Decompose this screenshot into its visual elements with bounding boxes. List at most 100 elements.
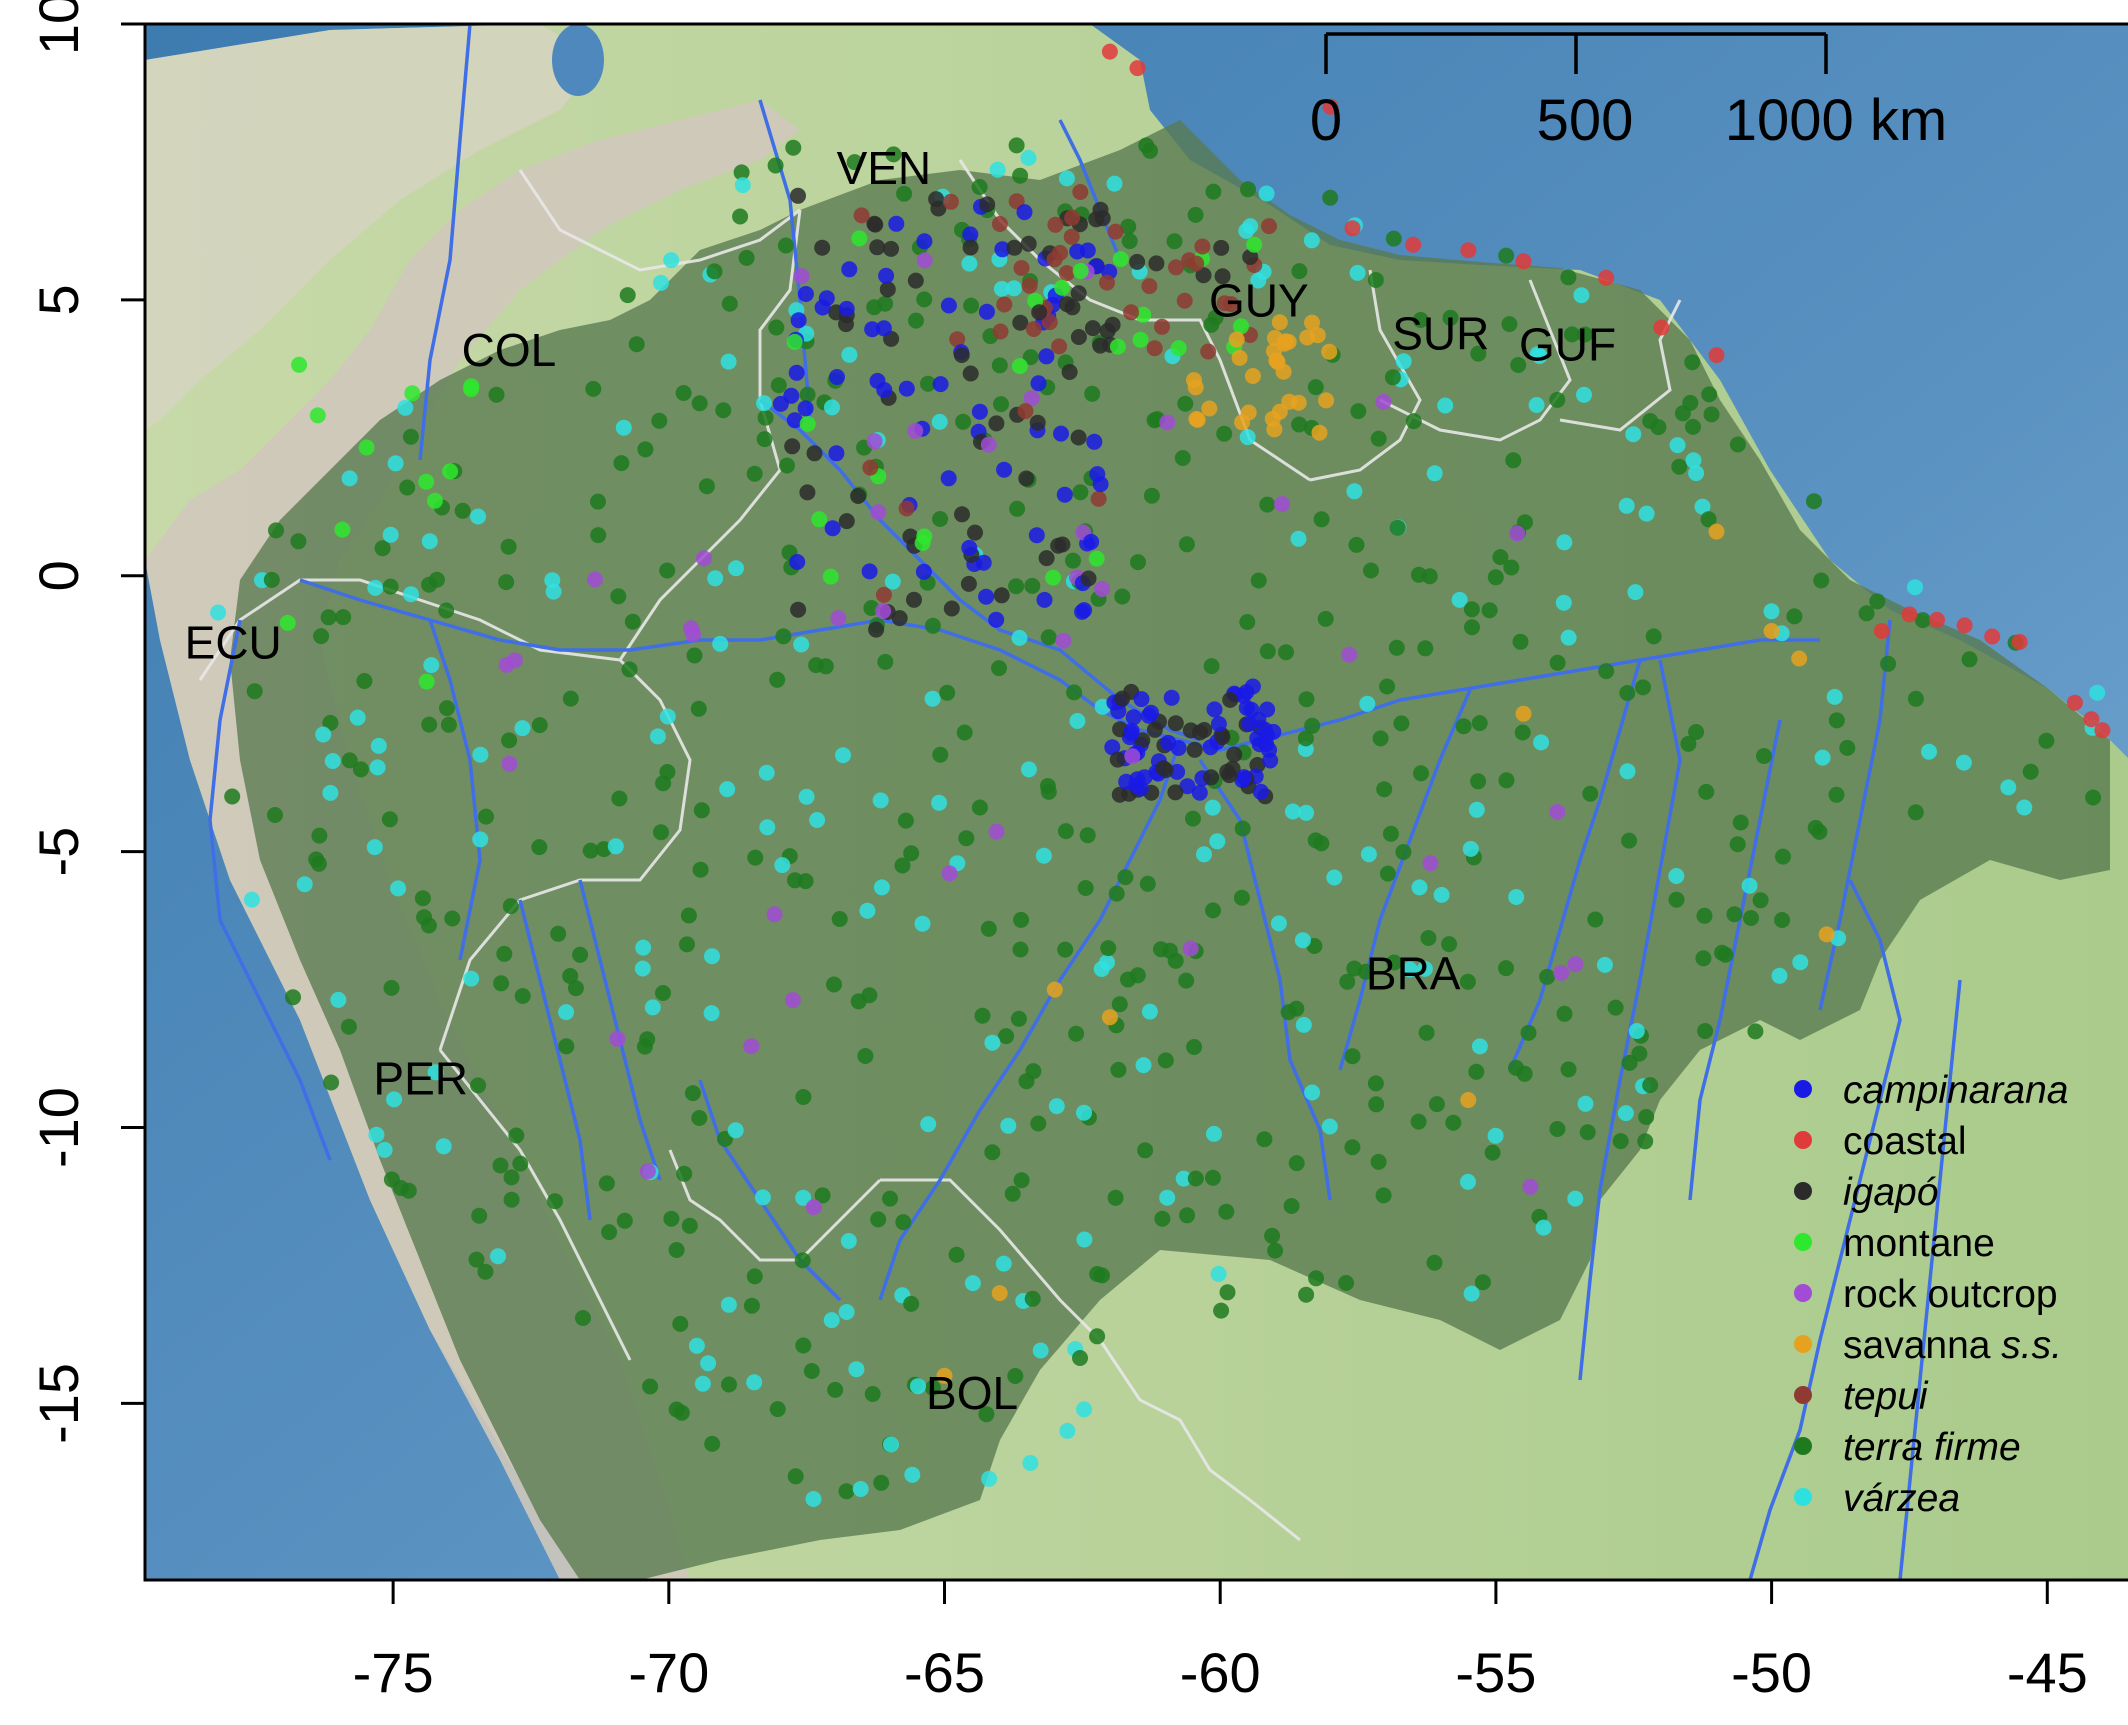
occurrence-point [1322, 98, 1339, 115]
occurrence-point [1515, 705, 1532, 722]
country-label-guf: GUF [1519, 319, 1616, 371]
occurrence-point [756, 395, 772, 412]
occurrence-point [1222, 691, 1239, 708]
occurrence-point [851, 230, 868, 247]
occurrence-point [1481, 602, 1498, 619]
occurrence-point [991, 216, 1008, 232]
occurrence-point [996, 461, 1013, 478]
occurrence-point [440, 716, 457, 733]
occurrence-point [1638, 505, 1655, 522]
occurrence-point [1441, 936, 1458, 953]
occurrence-point [980, 920, 997, 937]
occurrence-point [738, 249, 755, 266]
occurrence-point [1621, 1054, 1638, 1071]
occurrence-point [311, 827, 328, 844]
occurrence-point [797, 873, 814, 890]
occurrence-point [382, 578, 399, 595]
occurrence-point [1307, 379, 1324, 396]
occurrence-point [1012, 167, 1029, 184]
occurrence-point [1556, 1005, 1573, 1022]
occurrence-point [1395, 353, 1412, 370]
occurrence-point [1041, 314, 1058, 331]
occurrence-point [1094, 581, 1111, 597]
occurrence-point [1246, 236, 1263, 253]
occurrence-point [1101, 1009, 1118, 1026]
occurrence-point [971, 403, 988, 420]
occurrence-point [875, 586, 892, 603]
occurrence-point [463, 378, 480, 395]
occurrence-point [870, 504, 887, 521]
occurrence-point [746, 1268, 763, 1285]
occurrence-point [1004, 1185, 1021, 1202]
occurrence-point [728, 560, 744, 577]
occurrence-point [1079, 827, 1096, 844]
occurrence-point [1143, 487, 1160, 504]
occurrence-point [1357, 963, 1374, 980]
occurrence-point [1261, 218, 1277, 235]
occurrence-point [910, 1378, 926, 1395]
legend-swatch [1794, 1437, 1812, 1455]
occurrence-point [1451, 591, 1468, 608]
occurrence-point [743, 1297, 760, 1314]
occurrence-point [1031, 304, 1048, 321]
occurrence-point [1088, 211, 1105, 228]
occurrence-point [531, 717, 548, 734]
occurrence-point [1104, 316, 1121, 333]
occurrence-point [610, 588, 627, 605]
occurrence-point [743, 1038, 760, 1055]
y-tick-label: 5 [27, 284, 90, 315]
occurrence-point [838, 1483, 855, 1500]
occurrence-point [323, 1074, 340, 1091]
occurrence-point [785, 139, 802, 156]
occurrence-point [897, 812, 914, 829]
occurrence-point [1470, 345, 1487, 362]
occurrence-point [868, 621, 885, 638]
occurrence-point [1059, 296, 1076, 313]
occurrence-point [1814, 749, 1831, 766]
occurrence-point [993, 587, 1010, 604]
occurrence-point [879, 281, 896, 298]
occurrence-point [634, 960, 651, 977]
occurrence-point [1290, 530, 1307, 547]
occurrence-point [848, 1361, 865, 1378]
occurrence-point [1084, 320, 1101, 337]
occurrence-point [1625, 426, 1642, 443]
occurrence-point [1741, 877, 1758, 894]
occurrence-point [381, 811, 398, 828]
country-label-per: PER [373, 1052, 468, 1104]
occurrence-point [939, 684, 956, 701]
occurrence-point [1238, 222, 1255, 239]
occurrence-point [824, 520, 841, 537]
occurrence-point [777, 237, 794, 254]
occurrence-point [1125, 709, 1142, 726]
occurrence-point [435, 1138, 452, 1155]
occurrence-point [932, 746, 949, 763]
occurrence-point [916, 233, 933, 250]
occurrence-point [841, 261, 858, 278]
occurrence-point [1696, 907, 1713, 924]
occurrence-point [992, 323, 1009, 340]
occurrence-point [468, 1251, 485, 1268]
occurrence-point [267, 807, 283, 823]
occurrence-point [1517, 514, 1533, 531]
occurrence-point [1069, 713, 1086, 729]
occurrence-point [675, 385, 692, 401]
occurrence-point [386, 1091, 403, 1108]
occurrence-point [706, 263, 723, 280]
occurrence-point [1726, 906, 1743, 923]
occurrence-point [1379, 678, 1396, 695]
occurrence-point [684, 1085, 701, 1102]
occurrence-point [1763, 603, 1780, 620]
country-label-sur: SUR [1392, 308, 1489, 360]
occurrence-point [1956, 617, 1973, 634]
occurrence-point [1159, 1189, 1176, 1206]
occurrence-point [1471, 715, 1488, 732]
occurrence-point [1068, 1025, 1085, 1042]
occurrence-point [616, 1212, 633, 1229]
occurrence-point [915, 563, 932, 580]
occurrence-point [545, 583, 562, 600]
legend-label: coastal [1843, 1120, 1967, 1163]
occurrence-point [784, 438, 801, 455]
occurrence-point [1271, 403, 1288, 420]
occurrence-point [1437, 397, 1454, 414]
